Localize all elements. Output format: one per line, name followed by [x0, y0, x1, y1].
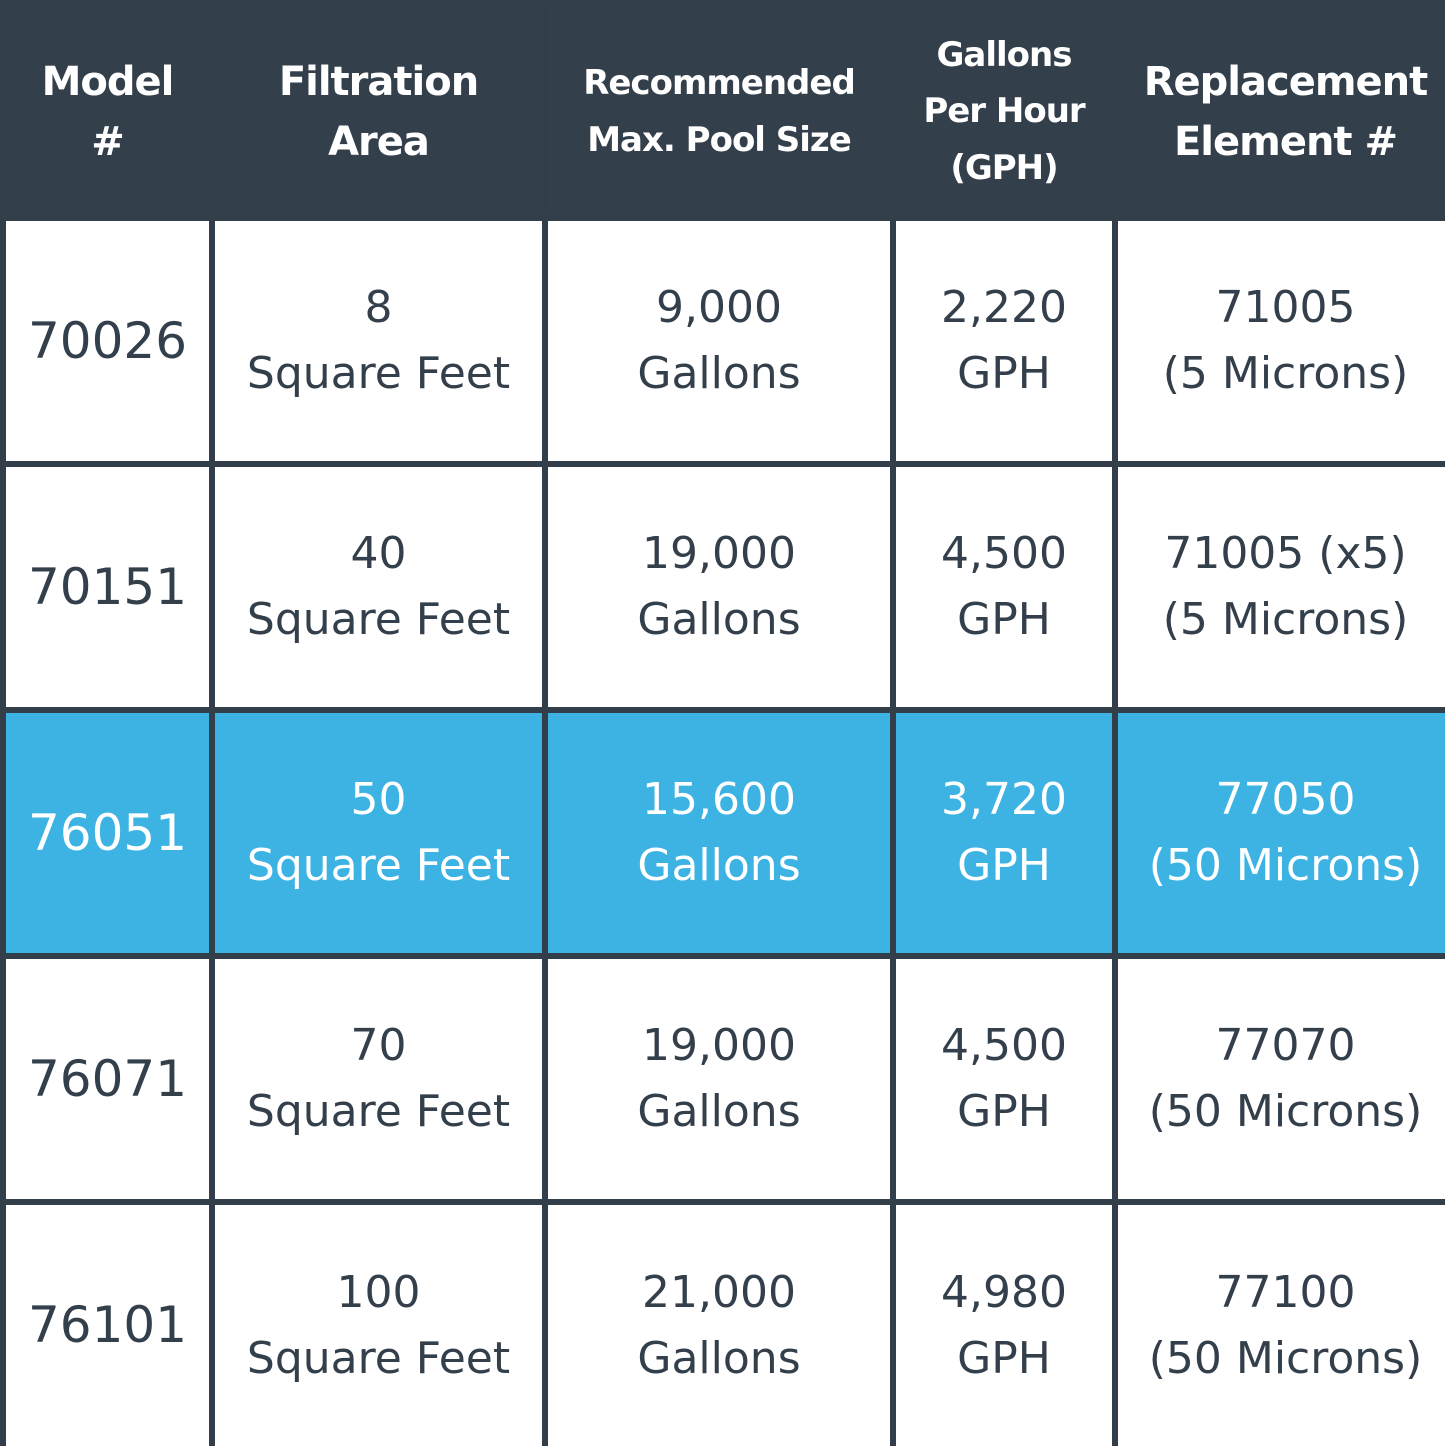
unit: Square Feet: [246, 840, 511, 891]
unit: GPH: [957, 1086, 1051, 1137]
cell-area: 70 Square Feet: [215, 959, 542, 1199]
value: 50: [350, 774, 407, 825]
cell-element: 77070 (50 Microns): [1118, 959, 1445, 1199]
value: 9,000: [656, 282, 782, 333]
unit: Gallons: [637, 1332, 801, 1384]
cell-pool-highlighted: 15,600 Gallons: [548, 713, 890, 953]
unit: GPH: [957, 840, 1051, 891]
value: 71005 (x5): [1164, 528, 1407, 579]
unit: Square Feet: [246, 1332, 511, 1384]
unit: Square Feet: [246, 348, 511, 399]
cell-element: 77100 (50 Microns): [1118, 1205, 1445, 1446]
cell-gph: 2,220 GPH: [896, 221, 1112, 461]
cell-gph-highlighted: 3,720 GPH: [896, 713, 1112, 953]
header-text: Element #: [1173, 118, 1398, 165]
value: 40: [350, 528, 407, 579]
unit: Square Feet: [246, 1086, 511, 1137]
cell-gph: 4,980 GPH: [896, 1205, 1112, 1446]
cell-model: 70026: [6, 221, 209, 461]
header-text: Gallons: [936, 35, 1073, 76]
value: 77050: [1215, 774, 1356, 825]
value: 70: [350, 1020, 407, 1071]
cell-area-highlighted: 50 Square Feet: [215, 713, 542, 953]
header-text: Per Hour: [923, 91, 1085, 132]
header-text: Model: [41, 58, 175, 105]
header-text: Area: [328, 118, 430, 165]
unit: (50 Microns): [1148, 840, 1423, 891]
model-number: 70151: [27, 557, 188, 616]
value: 4,980: [941, 1266, 1067, 1318]
unit: (5 Microns): [1162, 348, 1409, 399]
cell-area: 100 Square Feet: [215, 1205, 542, 1446]
model-number: 76051: [27, 803, 188, 862]
model-number: 76101: [27, 1296, 188, 1354]
header-text: Replacement: [1143, 58, 1429, 105]
cell-model-highlighted: 76051: [6, 713, 209, 953]
header-filtration-area: Filtration Area: [215, 8, 542, 215]
header-model: Model #: [6, 8, 209, 215]
value: 100: [336, 1266, 421, 1318]
cell-model: 76071: [6, 959, 209, 1199]
cell-pool: 19,000 Gallons: [548, 959, 890, 1199]
unit: GPH: [957, 594, 1051, 645]
header-max-pool-size: Recommended Max. Pool Size: [548, 8, 890, 215]
cell-element-highlighted: 77050 (50 Microns): [1118, 713, 1445, 953]
value: 4,500: [941, 528, 1067, 579]
unit: (50 Microns): [1148, 1086, 1423, 1137]
cell-area: 8 Square Feet: [215, 221, 542, 461]
unit: Gallons: [637, 840, 801, 891]
unit: (5 Microns): [1162, 594, 1409, 645]
header-text: (GPH): [950, 147, 1058, 188]
model-number: 70026: [27, 311, 188, 370]
cell-element: 71005 (x5) (5 Microns): [1118, 467, 1445, 707]
unit: Gallons: [637, 1086, 801, 1137]
cell-gph: 4,500 GPH: [896, 467, 1112, 707]
header-replacement-element: Replacement Element #: [1118, 8, 1445, 215]
cell-pool: 9,000 Gallons: [548, 221, 890, 461]
unit: Gallons: [637, 348, 801, 399]
value: 19,000: [642, 1020, 796, 1071]
value: 77070: [1215, 1020, 1356, 1071]
value: 4,500: [941, 1020, 1067, 1071]
unit: Square Feet: [246, 594, 511, 645]
cell-pool: 19,000 Gallons: [548, 467, 890, 707]
cell-element: 71005 (5 Microns): [1118, 221, 1445, 461]
cell-gph: 4,500 GPH: [896, 959, 1112, 1199]
value: 8: [364, 282, 393, 333]
value: 71005: [1215, 282, 1356, 333]
header-text: Recommended: [583, 63, 856, 104]
header-text: #: [91, 118, 125, 165]
value: 19,000: [642, 528, 796, 579]
unit: Gallons: [637, 594, 801, 645]
cell-area: 40 Square Feet: [215, 467, 542, 707]
header-gph: Gallons Per Hour (GPH): [896, 8, 1112, 215]
value: 21,000: [642, 1266, 796, 1318]
value: 77100: [1215, 1266, 1356, 1318]
unit: GPH: [957, 1332, 1051, 1384]
unit: (50 Microns): [1148, 1332, 1423, 1384]
cell-pool: 21,000 Gallons: [548, 1205, 890, 1446]
header-text: Filtration: [278, 58, 479, 105]
value: 15,600: [642, 774, 796, 825]
cell-model: 76101: [6, 1205, 209, 1446]
cell-model: 70151: [6, 467, 209, 707]
value: 2,220: [941, 282, 1067, 333]
unit: GPH: [957, 348, 1051, 399]
header-text: Max. Pool Size: [587, 119, 852, 160]
value: 3,720: [941, 774, 1067, 825]
model-number: 76071: [27, 1049, 188, 1108]
